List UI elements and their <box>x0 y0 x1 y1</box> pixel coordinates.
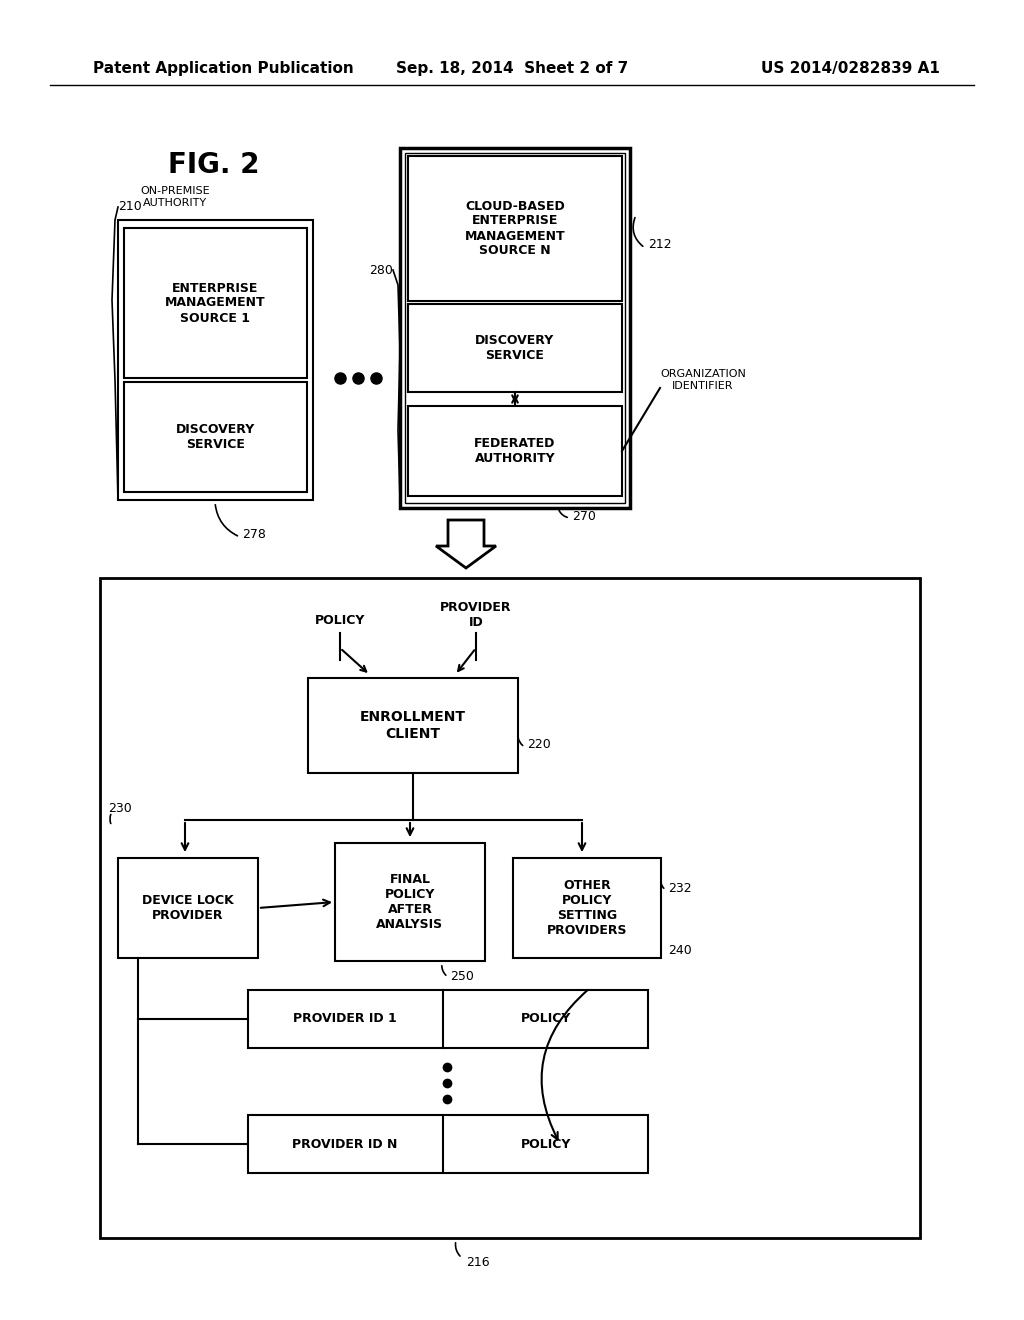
Text: DISCOVERY
SERVICE: DISCOVERY SERVICE <box>475 334 555 362</box>
Bar <box>513 858 662 958</box>
Bar <box>408 156 622 301</box>
Text: 270: 270 <box>572 510 596 523</box>
Text: 216: 216 <box>466 1255 489 1269</box>
Text: 210: 210 <box>118 201 141 214</box>
Bar <box>308 678 518 774</box>
Bar <box>406 153 625 503</box>
Text: OTHER
POLICY
SETTING
PROVIDERS: OTHER POLICY SETTING PROVIDERS <box>547 879 628 937</box>
Text: CLOUD-BASED
ENTERPRISE
MANAGEMENT
SOURCE N: CLOUD-BASED ENTERPRISE MANAGEMENT SOURCE… <box>465 199 565 257</box>
Bar <box>248 1115 648 1173</box>
Text: PROVIDER ID 1: PROVIDER ID 1 <box>293 1012 397 1026</box>
Bar <box>408 407 622 496</box>
Text: PROVIDER ID N: PROVIDER ID N <box>292 1138 397 1151</box>
Text: Patent Application Publication: Patent Application Publication <box>93 61 353 75</box>
Text: US 2014/0282839 A1: US 2014/0282839 A1 <box>761 61 940 75</box>
Text: POLICY: POLICY <box>521 1138 571 1151</box>
Polygon shape <box>436 520 496 568</box>
Text: FIG. 2: FIG. 2 <box>168 150 259 180</box>
Text: 240: 240 <box>668 944 692 957</box>
Text: DISCOVERY
SERVICE: DISCOVERY SERVICE <box>176 422 255 451</box>
Text: 232: 232 <box>668 882 691 895</box>
Text: POLICY: POLICY <box>521 1012 571 1026</box>
Text: ENTERPRISE
MANAGEMENT
SOURCE 1: ENTERPRISE MANAGEMENT SOURCE 1 <box>165 281 266 325</box>
Text: 280: 280 <box>369 264 393 276</box>
Text: DEVICE LOCK
PROVIDER: DEVICE LOCK PROVIDER <box>142 894 233 921</box>
Bar <box>400 148 630 508</box>
Text: FINAL
POLICY
AFTER
ANALYSIS: FINAL POLICY AFTER ANALYSIS <box>377 873 443 931</box>
Bar <box>118 220 313 500</box>
Text: ENROLLMENT
CLIENT: ENROLLMENT CLIENT <box>360 710 466 741</box>
Bar <box>248 990 648 1048</box>
Bar <box>124 228 307 378</box>
Text: ON-PREMISE
AUTHORITY: ON-PREMISE AUTHORITY <box>140 186 210 207</box>
Bar <box>118 858 258 958</box>
Text: 212: 212 <box>648 239 672 252</box>
Text: 220: 220 <box>527 738 551 751</box>
Bar <box>124 381 307 492</box>
Text: 278: 278 <box>242 528 266 541</box>
Text: FEDERATED
AUTHORITY: FEDERATED AUTHORITY <box>474 437 556 465</box>
Text: PROVIDER
ID: PROVIDER ID <box>440 601 512 630</box>
Text: 250: 250 <box>450 969 474 982</box>
Bar <box>100 578 920 1238</box>
Text: 230: 230 <box>108 801 132 814</box>
Bar <box>408 304 622 392</box>
Text: Sep. 18, 2014  Sheet 2 of 7: Sep. 18, 2014 Sheet 2 of 7 <box>396 61 628 75</box>
Text: POLICY: POLICY <box>314 614 366 627</box>
Bar <box>335 843 485 961</box>
Text: ORGANIZATION
IDENTIFIER: ORGANIZATION IDENTIFIER <box>660 370 745 391</box>
